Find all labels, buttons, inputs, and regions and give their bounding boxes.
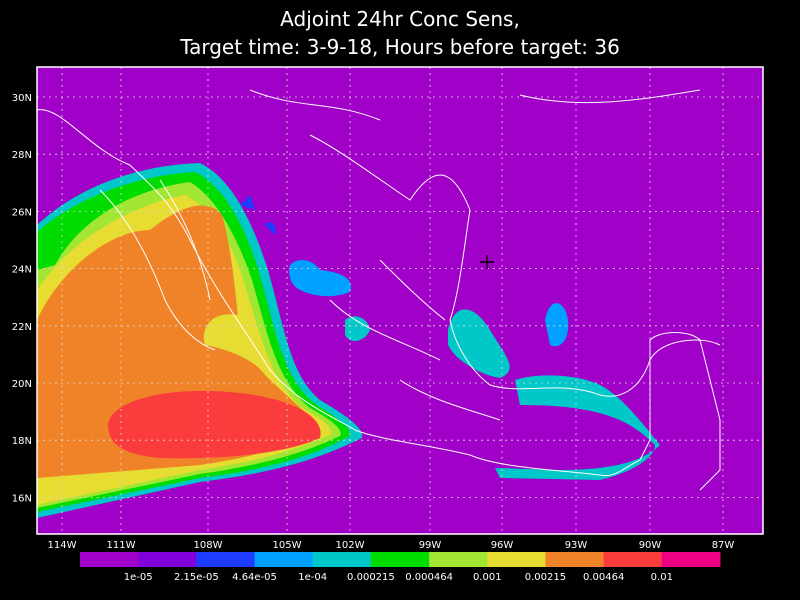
coastlines (36, 89, 721, 491)
colorbar-label: 0.00464 (583, 572, 624, 583)
colorbar-label: 0.01 (651, 572, 673, 583)
pacific-coast (36, 109, 721, 491)
target-marker (480, 255, 494, 269)
lat-label: 20N (12, 379, 32, 390)
lon-label: 111W (107, 540, 136, 551)
colorbar-label: 4.64e-05 (232, 572, 277, 583)
colorbar-label: 1e-05 (124, 572, 153, 583)
borders (249, 89, 701, 421)
lon-label: 108W (194, 540, 223, 551)
colorbar-swatch (545, 552, 605, 567)
contour-blue-1 (289, 260, 351, 297)
lat-label: 26N (12, 207, 32, 218)
lat-label: 18N (12, 436, 32, 447)
colorbar: 1e-05 2.15e-05 4.64e-05 1e-04 0.000215 0.0004… (80, 552, 721, 583)
colorbar-label: 0.00215 (525, 572, 566, 583)
colorbar-swatch (254, 552, 314, 567)
colorbar-label: 0.001 (473, 572, 502, 583)
graticule (37, 67, 763, 534)
contour-teal-2 (345, 316, 370, 342)
colorbar-swatch (138, 552, 197, 567)
colorbar-swatch (370, 552, 430, 567)
lon-label: 114W (48, 540, 77, 551)
lon-label: 96W (491, 540, 514, 551)
lat-label: 16N (12, 493, 32, 504)
lon-label: 87W (712, 540, 735, 551)
map-frame (36, 66, 764, 535)
baja-coast (99, 179, 216, 351)
contour-teal-3 (448, 309, 510, 378)
contour-red (108, 390, 321, 459)
colorbar-swatch (312, 552, 372, 567)
colorbar-label: 1e-04 (298, 572, 327, 583)
colorbar-swatch (80, 552, 139, 567)
colorbar-label: 0.000464 (405, 572, 453, 583)
lat-label: 28N (12, 150, 32, 161)
colorbar-swatch (603, 552, 663, 567)
lon-label: 102W (336, 540, 365, 551)
lat-label: 24N (12, 265, 32, 276)
gulf-coast (449, 209, 721, 397)
colorbar-swatch (487, 552, 546, 567)
contour-blue-2 (545, 303, 569, 347)
lon-label: 105W (273, 540, 302, 551)
colorbar-swatch (661, 552, 721, 567)
contour-teal-4 (495, 375, 660, 480)
map (36, 66, 764, 535)
title-line-1: Adjoint 24hr Conc Sens, (280, 7, 520, 31)
lat-label: 22N (12, 322, 32, 333)
colorbar-label: 2.15e-05 (174, 572, 219, 583)
lat-label: 30N (12, 93, 32, 104)
colorbar-label: 0.000215 (347, 572, 395, 583)
title-line-2: Target time: 3-9-18, Hours before target… (179, 35, 620, 59)
colorbar-swatch (429, 552, 488, 567)
lon-label: 93W (565, 540, 588, 551)
colorbar-swatch (196, 552, 256, 567)
lon-label: 90W (639, 540, 662, 551)
contour-violet (240, 195, 276, 235)
lon-label: 99W (419, 540, 442, 551)
